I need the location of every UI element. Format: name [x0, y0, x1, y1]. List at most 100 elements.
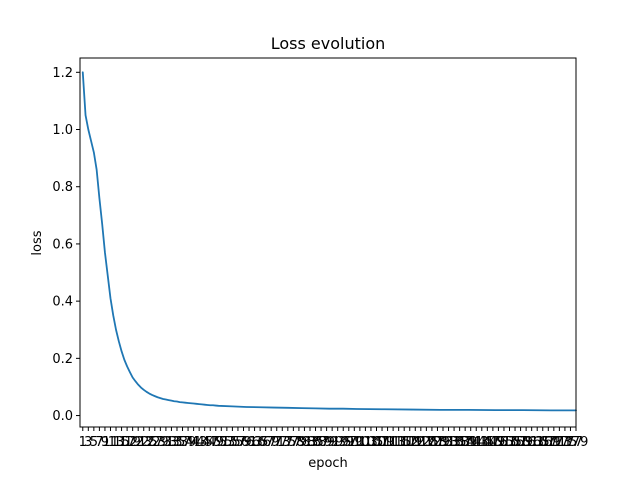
x-tick-label: 177: [558, 435, 583, 450]
x-tick-label: 115: [386, 435, 411, 450]
x-tick-label: 63: [246, 435, 263, 450]
x-tick-label: 175: [553, 435, 578, 450]
x-tick-label: 75: [280, 435, 297, 450]
x-tick-label: 53: [219, 435, 236, 450]
y-tick-label: 0.0: [52, 409, 73, 424]
x-tick-label: 37: [174, 435, 191, 450]
plot-frame: [79, 57, 577, 428]
x-tick-label: 159: [508, 435, 533, 450]
y-axis-label: loss: [30, 230, 45, 255]
y-axis-ticks: 0.0 0.2 0.4 0.6 0.8 1.0 1.2: [52, 66, 80, 424]
x-tick-label: 117: [392, 435, 417, 450]
x-tick-label: 145: [469, 435, 494, 450]
x-tick-label: 125: [414, 435, 439, 450]
chart-title: Loss evolution: [271, 34, 386, 53]
x-tick-label: 161: [514, 435, 539, 450]
x-tick-label: 67: [257, 435, 274, 450]
x-tick-label: 25: [141, 435, 158, 450]
x-tick-label: 15: [113, 435, 130, 450]
x-tick-label: 155: [497, 435, 522, 450]
x-tick-label: 141: [458, 435, 483, 450]
x-tick-label: 45: [196, 435, 213, 450]
x-tick-label: 111: [375, 435, 400, 450]
x-tick-label: 131: [431, 435, 456, 450]
x-tick-label: 51: [213, 435, 230, 450]
x-tick-label: 81: [296, 435, 313, 450]
x-tick-label: 59: [235, 435, 252, 450]
y-tick-label: 0.6: [52, 237, 73, 252]
x-tick-label: 55: [224, 435, 241, 450]
x-tick-label: 5: [90, 435, 98, 450]
y-tick-label: 0.4: [52, 295, 73, 310]
x-tick-label: 139: [453, 435, 478, 450]
x-tick-label: 47: [202, 435, 219, 450]
x-tick-label: 23: [135, 435, 152, 450]
x-tick-label: 39: [180, 435, 197, 450]
y-tick-label: 1.0: [52, 123, 73, 138]
x-tick-label: 29: [152, 435, 169, 450]
x-tick-label: 173: [547, 435, 572, 450]
x-tick-label: 77: [285, 435, 302, 450]
x-tick-label: 11: [102, 435, 119, 450]
x-tick-label: 93: [329, 435, 346, 450]
x-tick-label: 27: [147, 435, 164, 450]
x-tick-label: 71: [268, 435, 285, 450]
x-axis-label: epoch: [308, 456, 348, 471]
x-tick-label: 179: [564, 435, 589, 450]
x-tick-label: 127: [419, 435, 444, 450]
x-tick-label: 107: [364, 435, 389, 450]
x-tick-label: 151: [486, 435, 511, 450]
x-tick-label: 99: [346, 435, 363, 450]
x-tick-label: 65: [252, 435, 269, 450]
x-tick-label: 61: [241, 435, 258, 450]
plot-lines: [81, 71, 577, 412]
loss-series-line: [81, 71, 577, 412]
x-tick-label: 153: [492, 435, 517, 450]
x-tick-label: 7: [95, 435, 103, 450]
x-tick-label: 49: [208, 435, 225, 450]
x-tick-label: 9: [101, 435, 109, 450]
x-tick-label: 135: [442, 435, 467, 450]
x-tick-label: 79: [291, 435, 308, 450]
x-tick-label: 1: [79, 435, 87, 450]
x-tick-label: 171: [541, 435, 566, 450]
y-tick-label: 0.8: [52, 180, 73, 195]
x-tick-label: 31: [158, 435, 175, 450]
x-tick-label: 119: [397, 435, 422, 450]
x-tick-label: 41: [185, 435, 202, 450]
x-tick-label: 133: [436, 435, 461, 450]
x-axis-ticks: 1357911131517192123252729313335373941434…: [79, 427, 589, 450]
x-tick-label: 85: [307, 435, 324, 450]
x-tick-label: 43: [191, 435, 208, 450]
x-tick-label: 103: [353, 435, 378, 450]
x-tick-label: 73: [274, 435, 291, 450]
x-tick-label: 17: [119, 435, 136, 450]
x-tick-label: 163: [519, 435, 544, 450]
x-tick-label: 3: [84, 435, 92, 450]
x-tick-label: 91: [324, 435, 341, 450]
x-tick-label: 33: [163, 435, 180, 450]
x-tick-label: 149: [480, 435, 505, 450]
y-tick-label: 1.2: [52, 66, 73, 81]
x-tick-label: 165: [525, 435, 550, 450]
x-tick-label: 19: [124, 435, 141, 450]
x-tick-label: 97: [341, 435, 358, 450]
x-tick-label: 105: [359, 435, 384, 450]
x-tick-label: 57: [230, 435, 247, 450]
x-tick-label: 87: [313, 435, 330, 450]
x-tick-label: 157: [503, 435, 528, 450]
x-tick-label: 13: [108, 435, 125, 450]
x-tick-label: 21: [130, 435, 147, 450]
x-tick-label: 35: [169, 435, 186, 450]
x-tick-label: 89: [318, 435, 335, 450]
x-tick-label: 113: [381, 435, 406, 450]
x-tick-label: 147: [475, 435, 500, 450]
x-tick-label: 121: [403, 435, 428, 450]
x-tick-label: 95: [335, 435, 352, 450]
y-tick-label: 0.2: [52, 352, 73, 367]
x-tick-label: 143: [464, 435, 489, 450]
x-tick-label: 101: [347, 435, 372, 450]
x-tick-label: 129: [425, 435, 450, 450]
